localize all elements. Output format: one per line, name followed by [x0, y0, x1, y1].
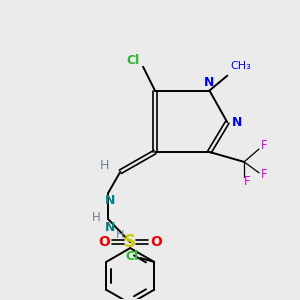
Text: F: F [261, 139, 267, 152]
Text: O: O [98, 235, 110, 249]
Text: H: H [100, 159, 109, 172]
Text: N: N [232, 116, 242, 129]
Text: O: O [150, 235, 162, 249]
Text: H: H [92, 211, 101, 224]
Text: N: N [105, 221, 116, 234]
Text: S: S [124, 233, 136, 251]
Text: H: H [116, 230, 124, 240]
Text: N: N [105, 194, 116, 207]
Text: Cl: Cl [126, 250, 139, 262]
Text: F: F [261, 168, 267, 181]
Text: CH₃: CH₃ [231, 61, 251, 71]
Text: F: F [244, 175, 250, 188]
Text: N: N [204, 76, 214, 89]
Text: Cl: Cl [127, 54, 140, 67]
